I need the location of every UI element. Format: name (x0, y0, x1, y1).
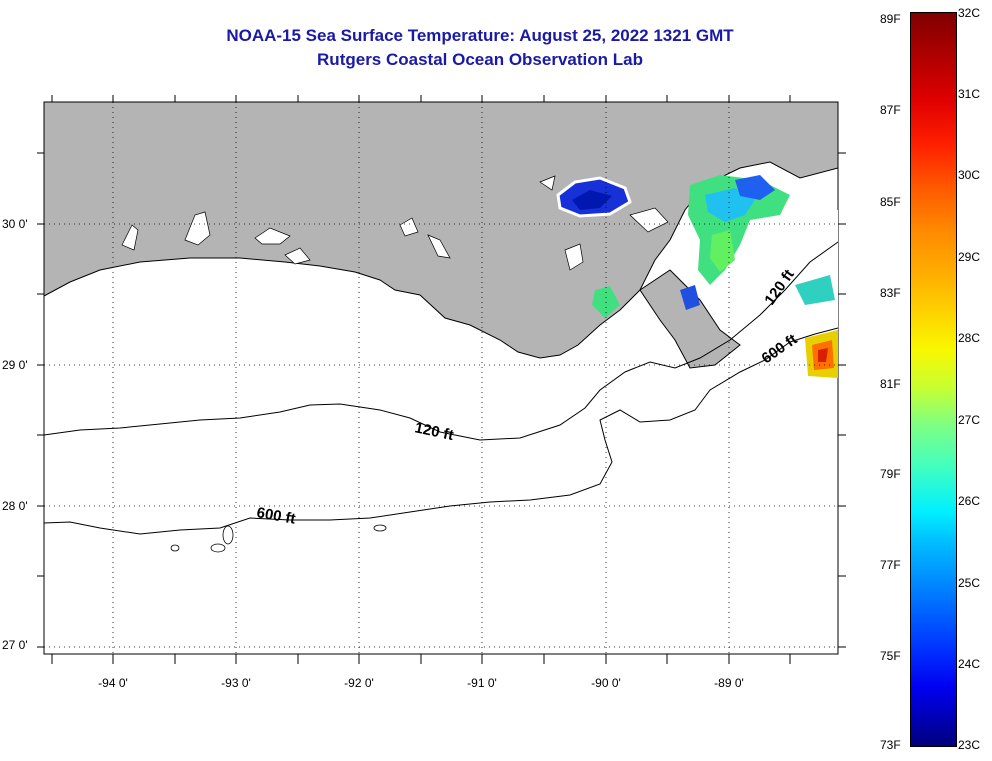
lake (564, 243, 584, 271)
lon-label: -90 0' (591, 676, 621, 690)
temperature-colorbar (910, 12, 957, 747)
lake (121, 224, 139, 251)
contour-600ft (43, 327, 839, 535)
lake (539, 175, 556, 191)
land-mass (43, 101, 839, 359)
lake (184, 211, 211, 246)
colorbar-c-label: 28C (958, 331, 981, 345)
colorbar-f-label: 77F (880, 558, 901, 572)
colorbar-c-label: 27C (958, 413, 981, 427)
colorbar-c-label: 26C (958, 494, 981, 508)
lake (629, 207, 669, 233)
frame-ticks (37, 95, 846, 664)
colorbar-f-label: 87F (880, 103, 901, 117)
contour-islands (170, 524, 387, 553)
colorbar-f-label: 85F (880, 195, 901, 209)
map-title: NOAA-15 Sea Surface Temperature: August … (226, 26, 734, 45)
map-subtitle: Rutgers Coastal Ocean Observation Lab (317, 50, 643, 69)
colorbar-c-label: 24C (958, 657, 981, 671)
colorbar-c-label: 31C (958, 87, 981, 101)
sst-patches-east (592, 175, 835, 318)
colorbar-c-label: 23C (958, 738, 981, 752)
colorbar-f-label: 89F (880, 12, 901, 26)
lon-label: -93 0' (221, 676, 251, 690)
lake (427, 234, 451, 259)
colorbar-f-label: 73F (880, 738, 901, 752)
lat-label: 30 0' (2, 217, 28, 231)
colorbar-f-label: 79F (880, 467, 901, 481)
lon-label: -92 0' (344, 676, 374, 690)
colorbar-c-label: 29C (958, 250, 981, 264)
lake (254, 227, 291, 245)
lat-label: 28 0' (2, 499, 28, 513)
colorbar-c-label: 25C (958, 576, 981, 590)
colorbar-f-label: 81F (880, 377, 901, 391)
colorbar-c-label: 32C (958, 6, 981, 20)
contour-label-600-west: 600 ft (255, 504, 297, 528)
sst-patch-warm (805, 330, 838, 378)
lat-label: 29 0' (2, 358, 28, 372)
lon-label: -91 0' (467, 676, 497, 690)
colorbar-c-label: 30C (958, 168, 981, 182)
delta-lobe (639, 269, 741, 369)
contour-120ft (43, 241, 839, 441)
lon-label: -89 0' (714, 676, 744, 690)
lake (399, 217, 419, 237)
colorbar-f-label: 75F (880, 649, 901, 663)
colorbar-f-label: 83F (880, 286, 901, 300)
lake (284, 247, 311, 265)
lat-label: 27 0' (2, 638, 28, 652)
graticule (44, 102, 838, 654)
lon-label: -94 0' (98, 676, 128, 690)
